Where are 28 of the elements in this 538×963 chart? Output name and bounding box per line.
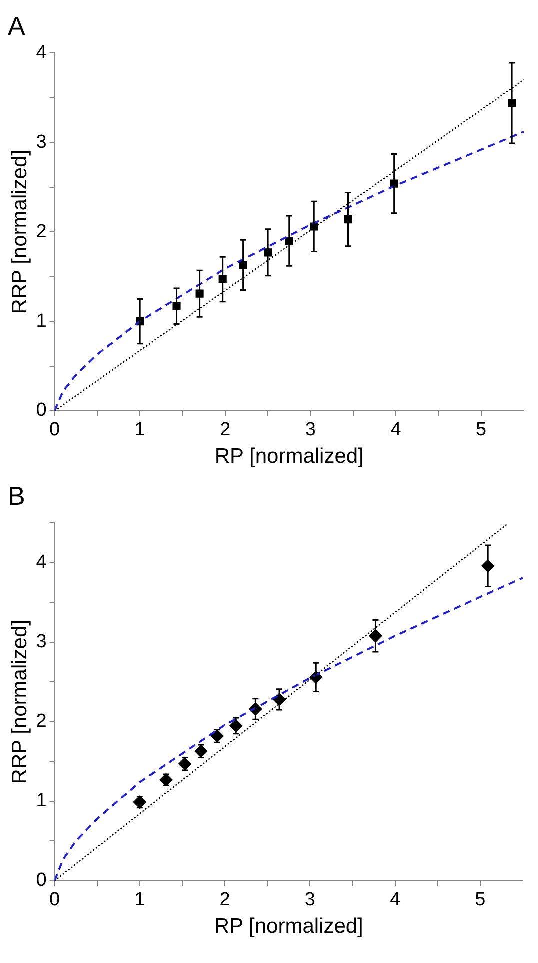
y-axis-title: RRP [normalized] <box>8 150 32 314</box>
x-tick-label: 5 <box>476 420 487 441</box>
y-tick-label: 4 <box>36 552 48 574</box>
x-tick-label: 2 <box>220 420 231 441</box>
y-tick-label: 2 <box>36 221 47 242</box>
x-axis-title: RP [normalized] <box>214 445 364 468</box>
x-tick-label: 0 <box>49 890 60 911</box>
x-tick-label: 1 <box>134 420 146 441</box>
y-tick-label: 0 <box>36 400 47 422</box>
y-tick-label: 1 <box>36 310 47 332</box>
x-tick-label: 5 <box>475 890 486 911</box>
x-tick-label: 2 <box>220 890 230 911</box>
y-tick-label: 4 <box>36 42 48 64</box>
x-axis-title: RP [normalized] <box>214 915 364 938</box>
y-tick-label: 0 <box>36 870 47 892</box>
y-tick-label: 2 <box>36 711 47 732</box>
y-tick-label: 3 <box>36 632 47 653</box>
x-tick-label: 3 <box>305 420 316 441</box>
x-tick-label: 0 <box>49 420 60 441</box>
x-tick-label: 4 <box>390 420 402 441</box>
x-tick-label: 3 <box>304 890 316 911</box>
y-tick-label: 1 <box>36 790 47 812</box>
chart-title: B <box>8 480 26 511</box>
x-tick-label: 1 <box>134 890 146 911</box>
chart-title: A <box>8 10 26 41</box>
y-axis-title: RRP [normalized] <box>8 620 32 784</box>
x-tick-label: 4 <box>390 890 402 911</box>
y-tick-label: 3 <box>36 132 47 153</box>
